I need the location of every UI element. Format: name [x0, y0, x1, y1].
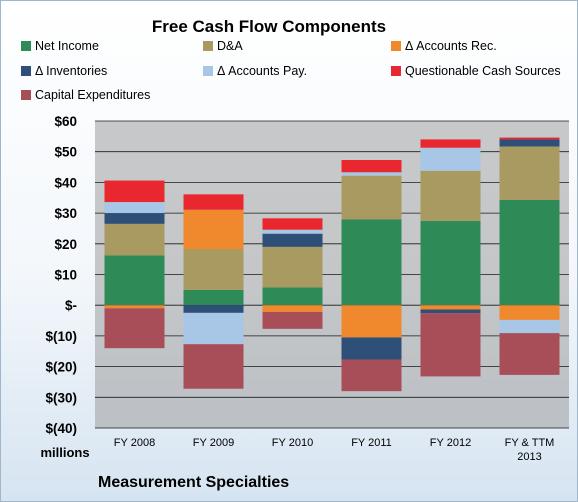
bar-delta-accounts-pay-5 [420, 147, 481, 171]
bar-capital-expenditures-4 [341, 359, 402, 392]
bar-danda-1 [104, 223, 165, 256]
bar-danda-4 [341, 175, 402, 220]
legend-swatch-delta-accounts-pay [203, 66, 213, 76]
bar-capital-expenditures-2 [183, 344, 244, 389]
x-tick-label: FY 2008 [114, 437, 155, 449]
bar-delta-accounts-pay-4 [341, 172, 402, 176]
bar-delta-inventories-5 [420, 309, 481, 314]
bar-danda-2 [183, 249, 244, 290]
bar-delta-accounts-rec-5 [420, 305, 481, 310]
bar-delta-inventories-4 [341, 337, 402, 360]
bar-capital-expenditures-6 [499, 333, 560, 375]
bar-questionable-cash-sources-3 [262, 218, 323, 230]
company-name: Measurement Specialties [98, 474, 289, 491]
legend-label-delta-accounts-pay: Δ Accounts Pay. [217, 64, 307, 78]
bar-net-income-2 [183, 289, 244, 306]
legend-swatch-danda [203, 41, 213, 51]
bar-danda-5 [420, 170, 481, 221]
bar-net-income-3 [262, 287, 323, 306]
bar-questionable-cash-sources-2 [183, 194, 244, 210]
legend-label-delta-accounts-rec: Δ Accounts Rec. [405, 39, 497, 53]
bars [104, 137, 560, 392]
bar-questionable-cash-sources-4 [341, 159, 402, 173]
x-tick-label: FY & TTM 2013 [505, 437, 555, 463]
legend-label-capital-expenditures: Capital Expenditures [35, 88, 150, 102]
legend-swatch-net-income [21, 41, 31, 51]
y-tick-label: $(40) [45, 421, 77, 436]
bar-delta-accounts-rec-3 [262, 305, 323, 312]
bar-delta-accounts-pay-6 [499, 319, 560, 334]
bar-capital-expenditures-5 [420, 313, 481, 377]
bar-delta-inventories-3 [262, 233, 323, 247]
y-tick-label: $- [65, 298, 77, 313]
bar-net-income-5 [420, 220, 481, 306]
legend-swatch-questionable-cash-sources [391, 66, 401, 76]
gridlines [95, 120, 569, 429]
bar-danda-3 [262, 246, 323, 288]
y-axis: $60 $50 $40 $30 $20 $10 $- $(10) $(20) $(30) $(40) [45, 114, 77, 436]
bar-delta-accounts-pay-3 [262, 229, 323, 234]
chart-title: Free Cash Flow Components [152, 17, 386, 36]
bar-delta-inventories-6 [499, 139, 560, 147]
y-tick-label: $(10) [45, 329, 77, 344]
x-axis: FY 2008 FY 2009 FY 2010 FY 2011 FY 2012 FY & … [114, 437, 555, 463]
y-tick-label: $(30) [45, 390, 77, 405]
bar-capital-expenditures-1 [104, 308, 165, 349]
bar-delta-accounts-rec-6 [499, 305, 560, 320]
bar-danda-6 [499, 146, 560, 200]
bar-delta-inventories-1 [104, 213, 165, 224]
bar-net-income-1 [104, 255, 165, 306]
x-tick-label: FY 2009 [193, 437, 234, 449]
bar-questionable-cash-sources-1 [104, 180, 165, 203]
legend-label-questionable-cash-sources: Questionable Cash Sources [405, 64, 561, 78]
bar-delta-accounts-pay-2 [183, 312, 244, 345]
bar-net-income-4 [341, 219, 402, 306]
bar-net-income-6 [499, 199, 560, 306]
bar-delta-accounts-rec-4 [341, 305, 402, 338]
legend: Net Income D&A Δ Accounts Rec. Δ Inventorie… [21, 39, 561, 102]
unit-label: millions [40, 445, 89, 460]
bar-questionable-cash-sources-5 [420, 139, 481, 148]
legend-label-net-income: Net Income [35, 39, 99, 53]
y-tick-label: $10 [54, 268, 77, 283]
legend-swatch-capital-expenditures [21, 90, 31, 100]
x-tick-label: FY 2010 [272, 437, 313, 449]
y-tick-label: $60 [54, 114, 77, 129]
y-tick-label: $30 [54, 206, 77, 221]
legend-swatch-delta-accounts-rec [391, 41, 401, 51]
legend-label-delta-inventories: Δ Inventories [35, 64, 107, 78]
y-tick-label: $40 [54, 175, 77, 190]
y-tick-label: $(20) [45, 360, 77, 375]
x-tick-label: FY 2011 [351, 437, 392, 449]
y-tick-label: $50 [54, 145, 77, 160]
y-tick-label: $20 [54, 237, 77, 252]
bar-capital-expenditures-3 [262, 311, 323, 329]
x-tick-label: FY 2012 [430, 437, 471, 449]
bar-delta-inventories-2 [183, 305, 244, 313]
bar-delta-accounts-rec-1 [104, 305, 165, 309]
legend-swatch-delta-inventories [21, 66, 31, 76]
bar-delta-accounts-rec-2 [183, 209, 244, 250]
legend-label-danda: D&A [217, 39, 243, 53]
bar-questionable-cash-sources-6 [499, 137, 560, 140]
bar-delta-accounts-pay-1 [104, 202, 165, 214]
